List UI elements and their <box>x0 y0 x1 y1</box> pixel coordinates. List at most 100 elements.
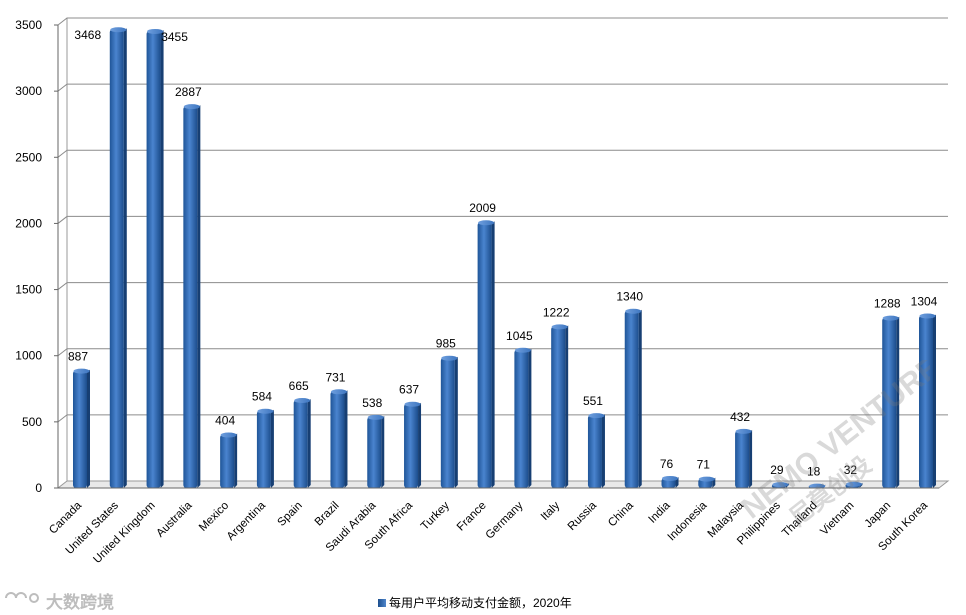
bar-side <box>933 314 936 488</box>
bar-side <box>749 429 753 488</box>
bar <box>440 355 458 488</box>
bar-cap <box>919 313 936 319</box>
y-tick-label: 0 <box>35 481 42 495</box>
data-label: 3455 <box>161 30 188 44</box>
y-tick-label: 2500 <box>15 150 42 164</box>
bar <box>771 482 789 488</box>
bar-cap <box>183 104 200 110</box>
data-label: 76 <box>660 457 674 471</box>
x-tick-label: Canada <box>47 499 84 536</box>
y-tick-label: 2000 <box>15 216 42 230</box>
data-label: 1304 <box>911 294 938 308</box>
bars <box>73 27 936 489</box>
bar-face <box>293 400 308 488</box>
legend-swatch <box>378 598 386 607</box>
bar <box>919 313 936 488</box>
bar <box>735 428 753 488</box>
bar-side <box>381 415 385 488</box>
x-tick-label: Brazil <box>313 500 342 529</box>
bar-cap <box>441 355 458 361</box>
data-label: 3468 <box>74 28 101 42</box>
x-tick-label: Mexico <box>197 500 231 534</box>
bar-cap <box>478 220 495 226</box>
bar-side <box>234 433 238 488</box>
bar <box>404 401 422 488</box>
bar <box>514 347 532 488</box>
y-tick-label: 3000 <box>15 84 42 98</box>
y-tick-label: 1500 <box>15 283 42 297</box>
data-label: 731 <box>325 370 345 384</box>
bar-cap <box>73 368 90 374</box>
bar <box>183 104 201 489</box>
bar <box>587 413 605 488</box>
bar-cap <box>662 475 679 481</box>
data-label: 29 <box>770 463 784 477</box>
x-tick-label: China <box>606 499 636 529</box>
y-axis: 0 500 1000 1500 2000 2500 3000 3500 <box>15 18 59 495</box>
bar <box>109 27 127 488</box>
bar-cap <box>698 476 715 482</box>
x-tick-label: Italy <box>539 499 563 523</box>
bar <box>624 308 642 488</box>
bar-face <box>73 370 87 488</box>
bar <box>808 483 826 489</box>
bar <box>293 398 311 488</box>
x-tick-label: Indonesia <box>666 499 710 543</box>
bar-side <box>270 409 274 488</box>
bar-cap <box>367 414 384 420</box>
bar-side <box>123 28 127 488</box>
bar <box>477 220 495 488</box>
bar-cap <box>882 315 899 321</box>
data-label: 584 <box>252 390 272 404</box>
bar-cap <box>625 308 642 314</box>
corner-watermark-text: 大数跨境 <box>46 593 114 612</box>
gridlines <box>56 17 950 489</box>
bar <box>882 315 900 488</box>
data-label: 551 <box>583 394 603 408</box>
data-label: 404 <box>215 414 235 428</box>
bar <box>661 475 679 488</box>
bar-cap <box>772 482 789 488</box>
bar-face <box>367 416 382 488</box>
gridline <box>57 414 948 423</box>
data-label: 665 <box>289 379 309 393</box>
bar-face <box>919 315 933 488</box>
bar-side <box>601 414 605 488</box>
x-tick-label: India <box>647 499 674 526</box>
bar-cap <box>220 432 237 438</box>
x-tick-label: Argentina <box>225 499 269 543</box>
x-tick-label: Thailand <box>780 500 820 540</box>
bar-side <box>197 105 201 489</box>
x-tick-label: Germany <box>484 499 526 541</box>
bar-face <box>404 403 419 488</box>
bar-side <box>344 390 348 488</box>
data-label: 1340 <box>616 290 643 304</box>
x-tick-label: Russia <box>566 499 600 533</box>
data-labels: 887 3468 3455 2887 404 584 665 731 538 637 985 2009… <box>68 28 938 478</box>
bar-cap <box>588 413 605 419</box>
wave-logo-icon <box>4 590 40 611</box>
bar-face <box>624 310 639 488</box>
gridline <box>57 17 948 26</box>
bar-face <box>146 30 161 489</box>
bar <box>146 28 164 489</box>
bar-cap <box>147 28 164 34</box>
data-label: 18 <box>807 465 821 479</box>
y-tick-label: 3500 <box>15 18 42 32</box>
bar-cap <box>257 408 274 414</box>
data-label: 1222 <box>543 305 570 319</box>
bar <box>220 432 238 488</box>
bar-face <box>477 222 492 488</box>
bar-face <box>183 106 198 489</box>
bar-face <box>256 410 271 488</box>
bar-face <box>587 415 602 488</box>
bar-cap <box>110 27 127 33</box>
data-label: 1288 <box>874 297 901 311</box>
data-label: 32 <box>844 463 858 477</box>
data-label: 2009 <box>469 201 496 215</box>
bar-face <box>882 317 897 488</box>
bar <box>256 408 274 488</box>
x-tick-label: Japan <box>863 500 894 531</box>
